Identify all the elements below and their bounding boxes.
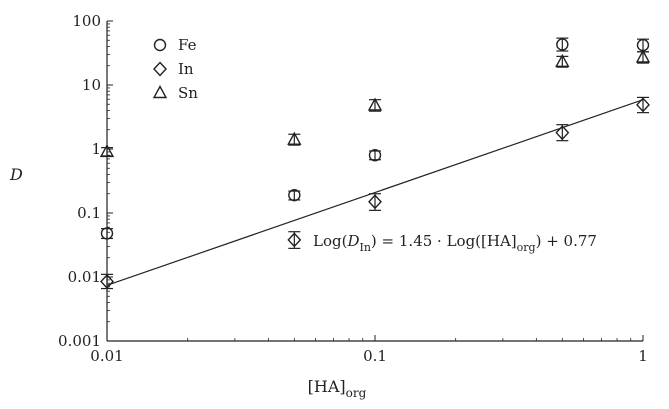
data-point-fe (368, 149, 382, 162)
y-tick-label: 100 (72, 12, 101, 30)
legend-marker-sn (152, 85, 168, 99)
data-point-in (555, 125, 570, 141)
data-point-fe (100, 227, 114, 240)
x-axis-label: [HA]org (308, 377, 367, 400)
data-point-sn (99, 143, 115, 158)
data-point-in (368, 194, 382, 210)
x-tick-label: 0.1 (363, 347, 387, 365)
series-fe (100, 37, 650, 240)
legend-label-in: In (178, 60, 194, 78)
data-point-sn (287, 131, 302, 145)
fit-line (106, 99, 644, 286)
fit-line-layer (106, 99, 644, 286)
y-tick-label: 0.01 (68, 268, 101, 286)
y-tick-label: 0.1 (77, 204, 101, 222)
legend-label-fe: Fe (178, 36, 197, 54)
y-axis-label: D (9, 165, 23, 184)
y-tick-label: 10 (82, 76, 101, 94)
data-point-sn (635, 49, 651, 63)
legend-label-sn: Sn (178, 84, 198, 102)
data-point-fe (556, 38, 569, 51)
data-point-in (287, 232, 302, 248)
fit-equation: Log(DIn) = 1.45 · Log([HA]org) + 0.77 (313, 232, 597, 254)
series-in (100, 96, 650, 290)
data-point-in (636, 97, 650, 113)
data-point-in (100, 273, 114, 290)
x-tick-label: 0.01 (90, 347, 123, 365)
series-sn (99, 49, 651, 158)
data-point-sn (367, 97, 383, 111)
legend: Fe In Sn (152, 36, 198, 102)
x-tick-label: 1 (638, 347, 648, 365)
data-point-fe (288, 188, 301, 202)
y-tick-label: 0.001 (58, 332, 101, 350)
data-layer (99, 37, 651, 290)
legend-marker-fe (153, 38, 167, 52)
data-point-sn (555, 53, 570, 68)
y-tick-label: 1 (91, 140, 101, 158)
legend-marker-in (153, 61, 167, 77)
